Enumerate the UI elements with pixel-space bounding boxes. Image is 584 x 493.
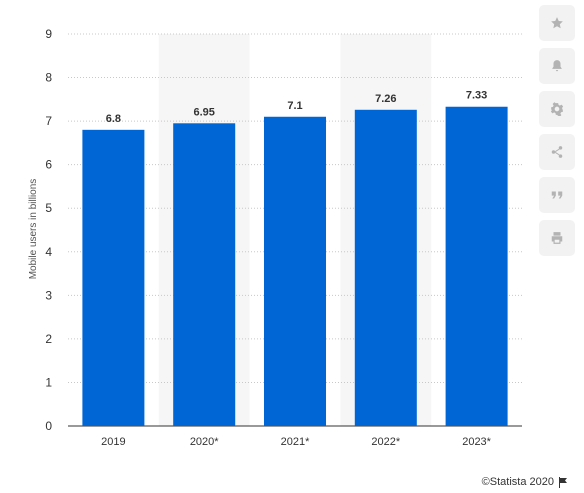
y-tick-label: 1 [45,375,52,389]
y-tick-label: 8 [45,71,52,85]
bar[interactable] [445,106,508,426]
notification-button[interactable] [539,48,575,84]
statista-credit[interactable]: ©Statista 2020 [482,476,568,488]
favorite-button[interactable] [539,5,575,41]
y-tick-label: 0 [45,419,52,433]
bar[interactable] [173,123,236,427]
settings-button[interactable] [539,91,575,127]
y-tick-label: 5 [45,201,52,215]
y-tick-label: 3 [45,288,52,302]
data-label: 7.1 [287,100,302,112]
cite-button[interactable] [539,177,575,213]
data-label: 6.8 [106,113,121,125]
print-icon [551,232,563,244]
y-tick-label: 6 [45,158,52,172]
star-icon [551,17,563,29]
x-tick-label: 2019 [101,436,125,448]
print-button[interactable] [539,220,575,256]
bar[interactable] [82,129,145,427]
y-axis-label: Mobile users in billions [28,179,39,280]
data-label: 6.95 [193,106,214,118]
data-label: 7.26 [375,93,396,105]
bar[interactable] [354,109,417,426]
x-axis-ticks: 2019 2020* 2021* 2022* 2023* [101,436,492,448]
share-icon [551,146,563,158]
share-button[interactable] [539,134,575,170]
x-tick-label: 2021* [281,436,310,448]
data-labels: 6.8 6.95 7.1 7.26 7.33 [106,90,488,125]
y-tick-label: 4 [45,245,52,259]
y-tick-label: 9 [45,27,52,41]
x-tick-label: 2022* [371,436,400,448]
bar-series [82,106,508,427]
credit-text: ©Statista 2020 [481,476,554,488]
chart-toolbar [539,5,575,256]
data-label: 7.33 [466,90,487,102]
y-axis-ticks: 0 1 2 3 4 5 6 7 8 9 [45,27,52,433]
quote-icon [551,191,563,199]
flag-icon [559,476,567,488]
y-tick-label: 7 [45,114,52,128]
bar[interactable] [264,116,326,426]
x-tick-label: 2023* [462,436,491,448]
bell-icon [552,60,562,72]
y-tick-label: 2 [45,332,52,346]
x-tick-label: 2020* [190,436,219,448]
gear-icon [550,102,564,116]
